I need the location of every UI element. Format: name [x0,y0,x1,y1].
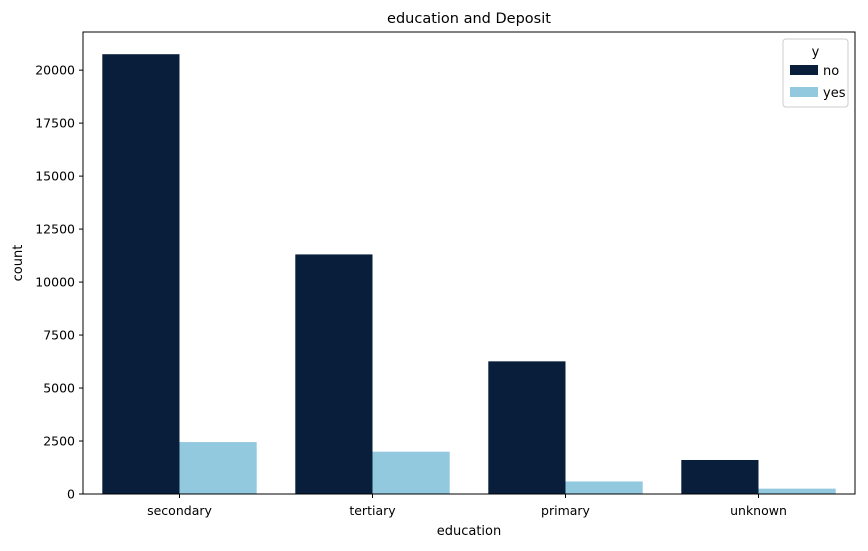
x-tick-label: tertiary [349,503,396,518]
y-tick-label: 7500 [43,328,75,343]
x-tick-label: unknown [730,503,787,518]
bar-tertiary-no [295,254,373,494]
legend: y no yes [782,38,849,108]
y-tick-label: 10000 [35,275,75,290]
legend-label-no: no [823,64,839,79]
legend-label-yes: yes [823,86,846,101]
bar-secondary-no [102,54,180,495]
bars-layer [102,54,836,495]
bar-primary-no [488,361,566,494]
y-axis-label: count [11,245,26,282]
ticks-layer: 0 2500 5000 7500 10000 12500 15000 17500 20000 se… [35,63,787,518]
y-tick-label: 15000 [35,169,75,184]
legend-swatch-yes [790,87,818,97]
legend-items: no yes [790,64,846,101]
legend-swatch-no [790,65,818,75]
plot-frame [82,31,856,495]
bar-tertiary-yes [372,451,450,494]
y-tick-label: 17500 [35,116,75,131]
y-tick-label: 2500 [43,434,75,449]
x-tick-label: secondary [147,503,212,518]
y-tick-label: 20000 [35,63,75,78]
x-axis-label: education [437,524,502,539]
x-tick-label: primary [541,503,591,518]
chart-title: education and Deposit [387,11,551,27]
bar-primary-yes [565,481,643,494]
bar-unknown-no [681,459,759,494]
y-tick-label: 5000 [43,381,75,396]
bar-unknown-yes [758,488,836,494]
y-tick-label: 0 [67,487,75,502]
bar-secondary-yes [179,442,257,494]
y-tick-label: 12500 [35,222,75,237]
legend-title: y [812,45,820,60]
